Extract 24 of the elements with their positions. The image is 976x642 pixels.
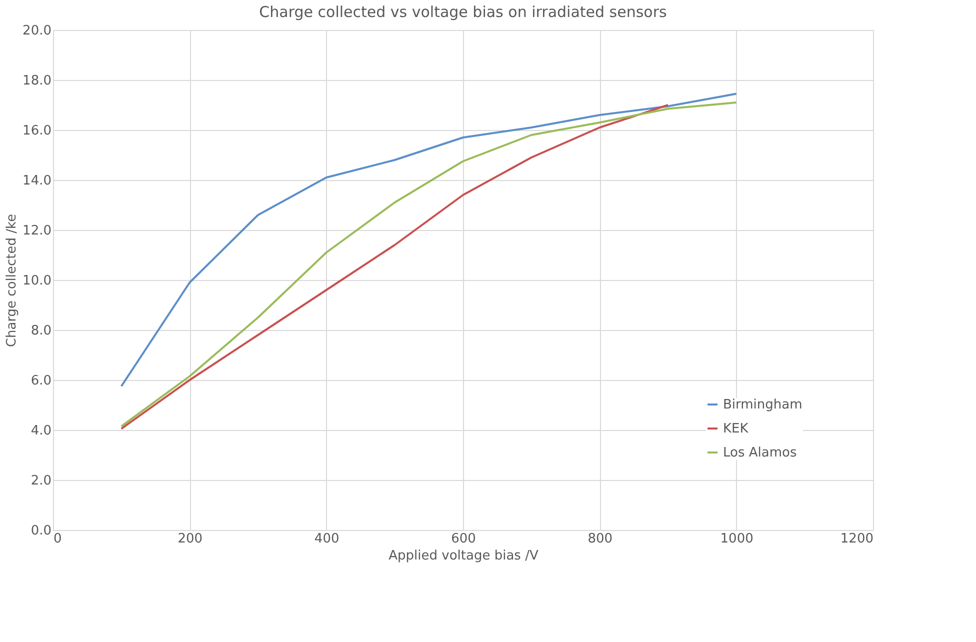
x-tick-label: 600 [451, 532, 476, 546]
legend-label: Los Alamos [723, 446, 797, 460]
y-tick-label: 16.0 [22, 124, 52, 138]
x-tick-label: 1200 [840, 532, 874, 546]
x-tick-label: 800 [588, 532, 613, 546]
x-axis-title: Applied voltage bias /V [388, 548, 538, 564]
y-axis-title: Charge collected /ke [4, 214, 20, 348]
y-tick-label: 4.0 [30, 424, 52, 438]
y-tick-label: 14.0 [22, 174, 52, 188]
x-tick-label: 400 [314, 532, 340, 546]
x-tick-label: 1000 [720, 532, 754, 546]
x-tick-label: 0 [54, 532, 62, 546]
y-tick-label: 8.0 [30, 324, 52, 338]
chart-title: Charge collected vs voltage bias on irradiated sensors [259, 3, 668, 21]
legend-label: KEK [723, 422, 749, 436]
y-tick-label: 10.0 [22, 274, 52, 288]
y-tick-label: 6.0 [30, 374, 52, 388]
legend-label: Birmingham [723, 398, 802, 412]
y-tick-label: 2.0 [30, 474, 52, 488]
y-tick-label: 20.0 [22, 24, 52, 38]
x-tick-label: 200 [178, 532, 203, 546]
y-tick-label: 0.0 [30, 524, 52, 538]
y-tick-label: 12.0 [22, 224, 52, 238]
y-tick-label: 18.0 [22, 74, 52, 88]
